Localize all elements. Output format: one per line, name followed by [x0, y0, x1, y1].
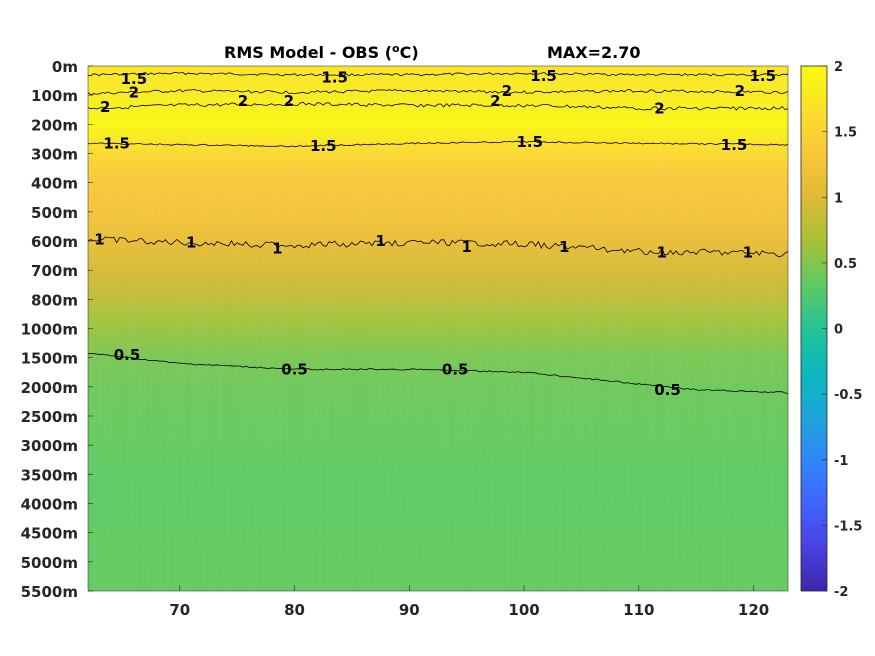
depth-tick-label: 0m: [52, 58, 78, 76]
colorbar-tick-label: 2: [834, 60, 843, 75]
x-tick-label: 110: [623, 601, 654, 619]
depth-tick-label: 4500m: [21, 525, 78, 543]
x-tick-label: 80: [284, 601, 305, 619]
contour-label: 0.5: [442, 360, 469, 378]
colorbar-tick-label: 1: [834, 191, 843, 206]
contour-label: 1.5: [530, 67, 557, 85]
chart-title: RMS Model - OBS (oC): [224, 42, 419, 62]
depth-tick-label: 500m: [31, 204, 78, 222]
contour-label: 2: [654, 99, 664, 117]
contour-line-2: [87, 101, 789, 111]
contour-label: 1.5: [121, 70, 148, 88]
depth-tick-label: 200m: [31, 116, 78, 134]
depth-tick-label: 1500m: [21, 350, 78, 368]
field-texture: [88, 66, 788, 591]
contour-label: 2: [502, 82, 512, 100]
colorbar-tick-label: -0.5: [834, 388, 862, 403]
depth-axis: 0m 100m 200m 300m 400m 500m 600m 700m 800m 1000m 1…: [21, 58, 93, 601]
depth-tick-label: 3000m: [21, 437, 78, 455]
contour-label: 2: [100, 98, 110, 116]
contour-line-0-5: [87, 353, 789, 394]
contour-label: 0.5: [281, 360, 308, 378]
contour-label: 2: [735, 82, 745, 100]
x-tick-label: 120: [738, 601, 769, 619]
contour-label: 1.5: [721, 136, 748, 154]
depth-tick-label: 4000m: [21, 496, 78, 514]
x-tick-label: 100: [508, 601, 539, 619]
depth-tick-label: 800m: [31, 291, 78, 309]
colorbar-tick-label: -1.5: [834, 519, 862, 534]
contour-label: 1: [272, 239, 282, 257]
contour-label: 1: [743, 244, 753, 262]
contour-label: 1: [375, 232, 385, 250]
depth-tick-label: 600m: [31, 233, 78, 251]
colorbar-tick-label: 0.5: [834, 257, 857, 272]
chart-max-label: MAX=2.70: [547, 43, 641, 62]
depth-tick-label: 100m: [31, 87, 78, 105]
contour-label: 2: [490, 92, 500, 110]
depth-tick-label: 5500m: [21, 583, 78, 601]
contour-line-1-5: [88, 71, 789, 77]
depth-tick-label: 2500m: [21, 408, 78, 426]
x-axis: 70 80 90 100 110 120: [169, 585, 769, 619]
contour-label: 0.5: [114, 346, 141, 364]
contour-label: 1: [186, 233, 196, 251]
contour-lines: [87, 71, 789, 394]
contour-label: 1: [657, 244, 667, 262]
contour-label: 2: [238, 92, 248, 110]
x-tick-label: 70: [169, 601, 190, 619]
colorbar-tick-label: 1.5: [834, 126, 857, 141]
contour-label: 1.5: [321, 69, 348, 87]
depth-tick-label: 300m: [31, 146, 78, 164]
contour-line-2: [87, 88, 789, 96]
contour-label: 1.5: [103, 134, 130, 152]
x-tick-label: 90: [399, 601, 420, 619]
contour-label: 2: [129, 83, 139, 101]
contour-label: 1: [94, 231, 104, 249]
colorbar-tick-label: -2: [834, 585, 848, 600]
contour-line-1-5: [87, 140, 789, 148]
contour-label: 2: [284, 92, 294, 110]
depth-tick-label: 400m: [31, 175, 78, 193]
contour-label: 1.5: [749, 67, 776, 85]
colorbar-tick-label: 0: [834, 323, 843, 338]
colorbar-ticks: 2 1.5 1 0.5 0 -0.5 -1 -1.5 -2: [822, 60, 862, 600]
depth-tick-label: 1000m: [21, 321, 78, 339]
depth-tick-label: 700m: [31, 262, 78, 280]
colorbar-tick-label: -1: [834, 454, 848, 469]
title-superscript: o: [392, 42, 400, 55]
depth-tick-label: 3500m: [21, 466, 78, 484]
depth-tick-label: 5000m: [21, 554, 78, 572]
contour-line-1: [87, 236, 789, 258]
contour-label: 1: [559, 238, 569, 256]
contour-label: 1: [461, 238, 471, 256]
contour-label: 1.5: [517, 133, 544, 151]
contour-label: 0.5: [654, 381, 681, 399]
depth-tick-label: 2000m: [21, 379, 78, 397]
contour-label: 1.5: [310, 137, 337, 155]
